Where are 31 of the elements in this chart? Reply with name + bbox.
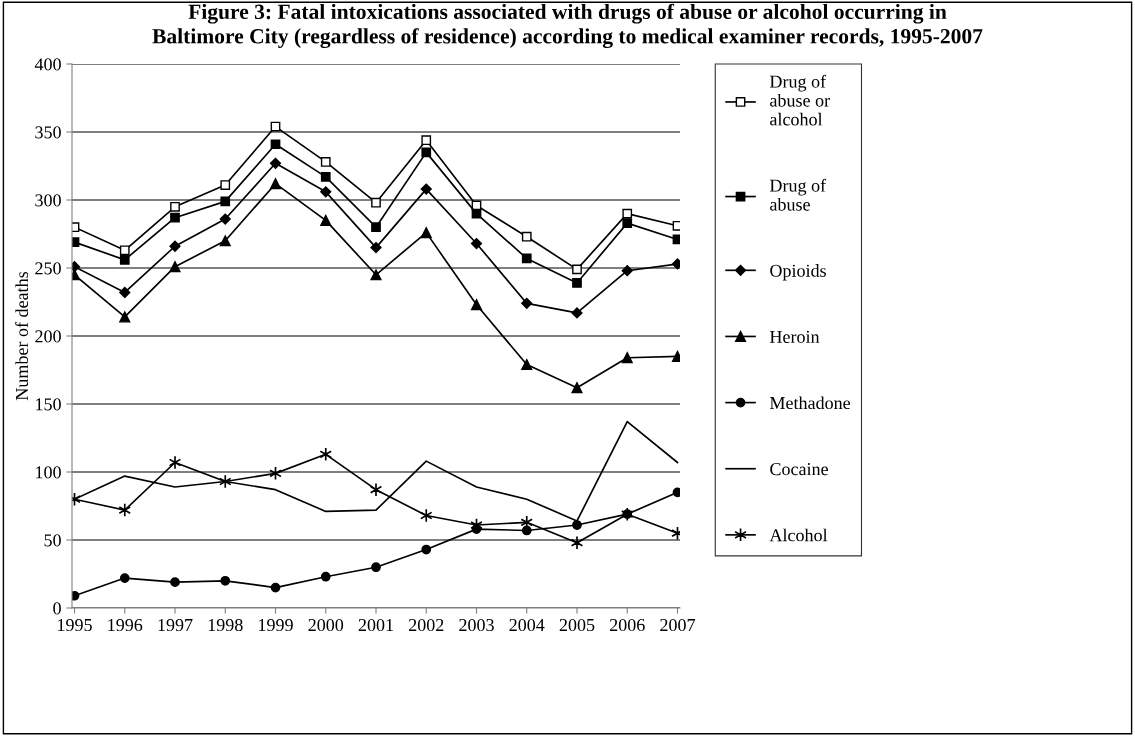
- x-tick-label: 2007: [660, 618, 696, 632]
- x-tick-label: 1997: [158, 618, 193, 632]
- legend-label: Drug of abuse or alcohol: [769, 74, 830, 126]
- legend-label: Cocaine: [770, 463, 828, 476]
- x-tick-label: 1998: [208, 618, 243, 632]
- x-tick-label: 2006: [609, 618, 645, 632]
- x-tick-label: 2005: [559, 618, 595, 632]
- y-tick-label: 250: [35, 262, 61, 275]
- chart-title: Figure 3: Fatal intoxications associated with drugs of abuse or alcohol occurring in Baltimore City (regardless of residence) according to medical examiner records, 1995-2007: [152, 3, 983, 49]
- y-tick-label: 200: [35, 330, 61, 343]
- legend-label: Methadone: [769, 396, 851, 410]
- y-tick-label: 150: [36, 398, 61, 411]
- x-tick-label: 1999: [259, 618, 293, 632]
- x-tick-label: 2001: [358, 618, 393, 632]
- y-tick-label: 300: [35, 194, 61, 207]
- y-axis-title: Number of deaths: [15, 271, 29, 401]
- legend-label: Heroin: [769, 330, 820, 343]
- legend-label: Drug of abuse: [769, 178, 827, 211]
- y-tick-label: 0: [53, 602, 61, 615]
- x-tick-label: 1996: [108, 618, 143, 632]
- x-tick-label: 2003: [459, 618, 494, 632]
- y-tick-label: 100: [36, 466, 61, 479]
- x-tick-label: 2000: [308, 618, 344, 632]
- x-tick-label: 1995: [58, 618, 92, 632]
- legend-label: Alcohol: [769, 528, 828, 542]
- x-tick-label: 2002: [408, 618, 444, 632]
- legend-label: Opioids: [770, 264, 826, 281]
- y-tick-label: 50: [44, 534, 61, 547]
- x-tick-label: 2004: [509, 618, 545, 632]
- y-tick-label: 400: [34, 58, 61, 71]
- y-tick-label: 350: [35, 126, 61, 139]
